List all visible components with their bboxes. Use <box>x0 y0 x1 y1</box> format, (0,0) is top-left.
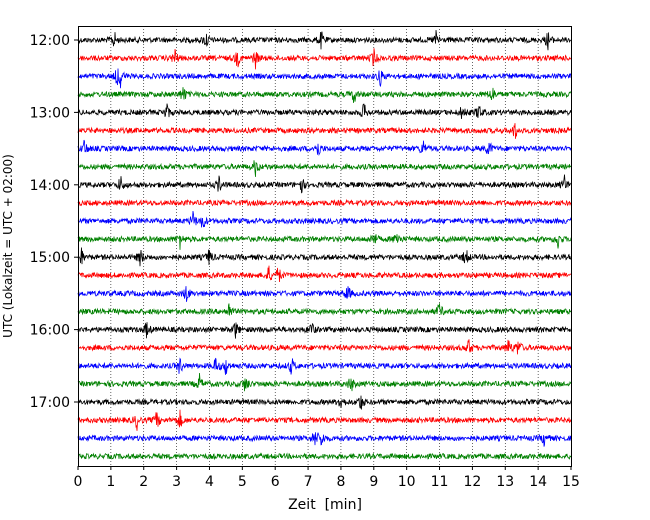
seismic-trace <box>77 174 572 194</box>
y-tick-label: 14:00 <box>30 178 70 194</box>
seismic-trace <box>77 123 572 139</box>
seismic-trace <box>77 339 572 355</box>
seismic-trace <box>77 198 572 207</box>
x-tick-label: 14 <box>529 474 547 490</box>
x-tick-label: 7 <box>304 474 313 490</box>
seismic-traces <box>77 30 572 461</box>
seismic-trace <box>77 87 572 103</box>
x-gridlines <box>110 26 539 466</box>
x-tick-label: 10 <box>398 474 416 490</box>
y-tick-label: 15:00 <box>30 250 70 266</box>
x-tick-label: 1 <box>106 474 115 490</box>
seismic-trace <box>77 160 572 177</box>
x-tick-label: 0 <box>74 474 83 490</box>
seismic-trace <box>77 139 572 156</box>
y-axis-ticks: 12:00 13:00 14:00 15:00 16:00 17:00 <box>30 33 78 411</box>
seismic-trace <box>77 210 572 228</box>
y-tick-label: 13:00 <box>30 105 70 121</box>
seismic-trace <box>77 265 572 283</box>
seismic-trace <box>77 303 572 316</box>
seismic-trace <box>77 409 572 431</box>
y-tick-label: 16:00 <box>30 323 70 339</box>
plot-frame <box>78 26 572 467</box>
x-tick-label: 15 <box>562 474 580 490</box>
x-tick-label: 9 <box>369 474 378 490</box>
y-tick-label: 12:00 <box>30 33 70 49</box>
x-tick-label: 6 <box>271 474 280 490</box>
seismic-trace <box>77 286 572 302</box>
seismic-trace <box>77 247 572 267</box>
x-tick-label: 8 <box>336 474 345 490</box>
seismic-trace <box>77 395 572 410</box>
seismic-trace <box>77 48 572 70</box>
x-tick-label: 3 <box>172 474 181 490</box>
y-tick-label: 17:00 <box>30 395 70 411</box>
seismic-trace <box>77 357 572 375</box>
x-axis-label: Zeit [min] <box>288 497 362 513</box>
seismic-trace <box>77 452 572 461</box>
x-tick-label: 5 <box>238 474 247 490</box>
seismic-trace <box>77 234 572 250</box>
seismic-trace <box>77 322 572 339</box>
x-tick-label: 12 <box>463 474 481 490</box>
y-axis-label: UTC (Lokalzeit = UTC + 02:00) <box>1 154 15 338</box>
x-axis-ticks: 0 1 2 3 4 5 6 7 8 9 10 11 12 13 14 15 <box>74 466 580 490</box>
x-tick-label: 2 <box>139 474 148 490</box>
x-tick-label: 4 <box>205 474 214 490</box>
seismic-trace <box>77 30 572 51</box>
seismic-trace <box>77 103 572 120</box>
seismic-trace <box>77 431 572 447</box>
seismic-trace <box>77 372 572 392</box>
x-tick-label: 11 <box>431 474 449 490</box>
x-tick-label: 13 <box>496 474 514 490</box>
seismic-trace <box>77 68 572 89</box>
